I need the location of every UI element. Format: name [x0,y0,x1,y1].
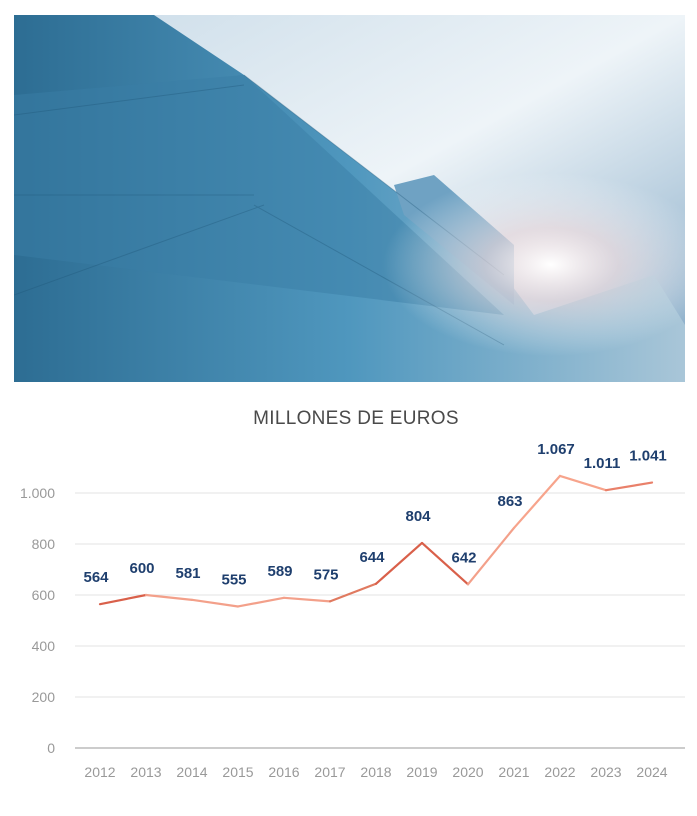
x-tick-label: 2012 [84,764,115,780]
x-tick-label: 2022 [544,764,575,780]
shipping-containers-photo [14,15,685,382]
data-label: 642 [451,549,476,566]
data-label: 581 [175,565,200,582]
line-segment [282,596,332,603]
data-label: 1.011 [584,455,621,472]
x-tick-label: 2015 [222,764,253,780]
line-segment [190,598,240,608]
y-tick-label: 800 [32,536,56,552]
chart-title: MILLONES DE EUROS [253,408,459,429]
line-segment [512,474,562,530]
x-tick-label: 2024 [636,764,667,780]
x-tick-label: 2023 [590,764,621,780]
data-label: 575 [313,566,338,583]
data-label: 1.067 [537,441,575,458]
y-tick-label: 600 [32,587,56,603]
y-tick-label: 0 [47,740,55,756]
x-tick-label: 2016 [268,764,299,780]
data-label: 863 [497,493,522,510]
data-label: 804 [405,508,431,525]
x-tick-label: 2021 [498,764,529,780]
line-segment [558,474,608,492]
line-segment [328,582,378,603]
x-tick-label: 2017 [314,764,345,780]
data-label: 564 [83,569,109,586]
line-segment [236,596,286,608]
x-tick-label: 2018 [360,764,391,780]
line-segment [466,526,516,586]
data-label: 555 [221,571,246,588]
x-tick-label: 2019 [406,764,437,780]
line-segment [144,593,194,601]
x-tick-label: 2014 [176,764,207,780]
line-segment [98,593,148,606]
data-label: 644 [359,549,385,566]
x-tick-label: 2020 [452,764,483,780]
line-segment [420,541,470,586]
data-label: 600 [129,560,154,577]
y-tick-label: 200 [32,689,56,705]
line-segment [374,541,424,585]
data-label: 589 [267,563,292,580]
line-segment [604,481,654,492]
y-tick-label: 400 [32,638,56,654]
y-tick-label: 1.000 [20,485,55,501]
data-label: 1.041 [629,448,667,465]
line-chart: 0 200 400 600 800 1.000 2012 2013 2014 2015 2016 20… [20,441,685,780]
x-tick-label: 2013 [130,764,161,780]
